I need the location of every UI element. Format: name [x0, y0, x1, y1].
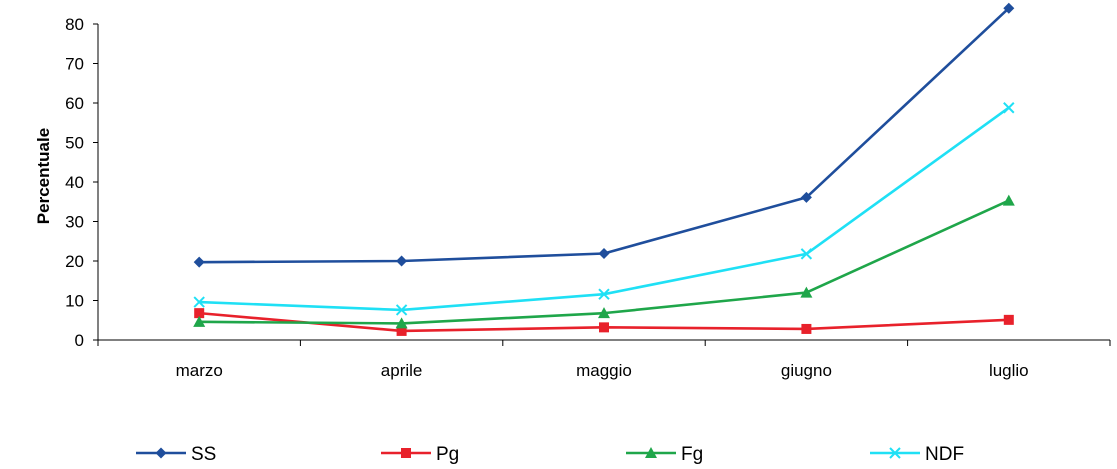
- series-layer: [193, 2, 1015, 336]
- data-point-pg: [599, 322, 609, 333]
- x-tick-label: maggio: [576, 361, 632, 380]
- legend-label-pg: Pg: [436, 444, 459, 465]
- y-tick-label: 70: [65, 55, 84, 74]
- series-line-ss: [199, 7, 1010, 264]
- y-tick-label: 10: [65, 292, 84, 311]
- data-point-fg: [395, 317, 408, 329]
- data-point-pg: [1003, 314, 1014, 325]
- y-tick-label: 80: [65, 15, 84, 34]
- legend-label-fg: Fg: [681, 444, 703, 465]
- legend-marker-fg: [645, 447, 657, 458]
- legend-item-ndf: NDF: [870, 444, 964, 465]
- data-point-ss: [193, 256, 205, 268]
- data-point-pg: [194, 308, 205, 319]
- x-tick-label: marzo: [176, 361, 223, 380]
- axes: 0 10 20 30 40 50 60 70 80 marzo aprile maggio giugno…: [65, 15, 1111, 380]
- y-tick-label: 30: [65, 213, 84, 232]
- data-point-pg: [396, 325, 407, 336]
- y-tick-label: 40: [65, 173, 84, 192]
- series-pg: [194, 308, 1014, 336]
- legend-marker-pg: [401, 448, 411, 458]
- data-point-ndf: [395, 304, 408, 316]
- legend-label-ss: SS: [191, 444, 216, 465]
- data-point-ss: [598, 247, 610, 259]
- legend-marker-ss: [155, 447, 167, 459]
- data-point-fg: [598, 307, 610, 319]
- data-point-fg: [193, 315, 206, 327]
- data-point-fg: [1002, 194, 1015, 206]
- data-point-ss: [1003, 2, 1015, 14]
- legend: SS Pg Fg NDF: [136, 444, 964, 465]
- data-point-ss: [800, 191, 812, 203]
- x-tick-label: giugno: [781, 361, 832, 380]
- legend-marker-ndf: [889, 447, 901, 459]
- legend-item-fg: Fg: [626, 444, 703, 465]
- legend-item-pg: Pg: [381, 444, 459, 465]
- legend-label-ndf: NDF: [925, 444, 964, 465]
- data-point-pg: [801, 323, 812, 334]
- data-point-fg: [800, 286, 813, 298]
- x-tick-label: aprile: [381, 361, 423, 380]
- data-point-ndf: [1003, 102, 1015, 114]
- data-point-ndf: [800, 248, 813, 260]
- data-point-ndf: [193, 296, 205, 308]
- data-point-ndf: [598, 288, 610, 300]
- series-line-ndf: [199, 106, 1010, 312]
- x-tick-label: luglio: [989, 361, 1029, 380]
- legend-item-ss: SS: [136, 444, 216, 465]
- y-axis-title: Percentuale: [34, 128, 53, 224]
- y-tick-label: 0: [75, 331, 84, 350]
- series-ndf: [193, 102, 1015, 316]
- y-tick-label: 20: [65, 252, 84, 271]
- data-point-ss: [396, 255, 408, 267]
- y-tick-label: 50: [65, 134, 84, 153]
- series-fg: [193, 194, 1015, 329]
- series-ss: [193, 2, 1015, 268]
- y-tick-label: 60: [65, 94, 84, 113]
